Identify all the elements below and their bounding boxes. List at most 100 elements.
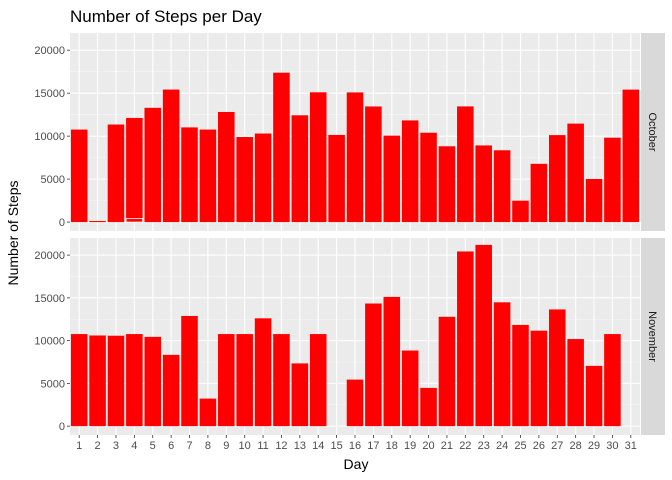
bar xyxy=(401,120,419,223)
x-tick-label: 18 xyxy=(386,440,398,452)
bar xyxy=(162,89,180,223)
bar xyxy=(585,178,603,223)
bar xyxy=(438,316,456,427)
x-tick-label: 7 xyxy=(186,440,192,452)
x-tick-label: 29 xyxy=(588,440,600,452)
x-tick-label: 24 xyxy=(496,440,508,452)
facet-strip xyxy=(641,238,665,435)
x-tick-label: 2 xyxy=(95,440,101,452)
bar xyxy=(420,132,437,223)
x-tick-label: 30 xyxy=(606,440,618,452)
bar xyxy=(126,117,143,223)
bar xyxy=(89,335,106,427)
x-tick-label: 10 xyxy=(239,440,251,452)
x-tick-label: 13 xyxy=(294,440,306,452)
bar xyxy=(585,365,603,427)
bar xyxy=(604,334,621,427)
bar xyxy=(346,379,364,427)
chart-title: Number of Steps per Day xyxy=(70,7,262,26)
x-tick-label: 12 xyxy=(275,440,287,452)
bar xyxy=(107,335,125,427)
bar xyxy=(475,244,492,427)
x-tick-label: 11 xyxy=(257,440,268,452)
bar xyxy=(70,129,88,223)
x-axis-title: Day xyxy=(344,456,369,472)
bar xyxy=(530,330,548,427)
bar xyxy=(401,350,419,427)
bar xyxy=(199,398,217,427)
bar xyxy=(273,72,290,223)
bar xyxy=(291,115,309,223)
bar xyxy=(218,334,235,427)
x-tick-label: 5 xyxy=(150,440,156,452)
x-tick-label: 22 xyxy=(459,440,471,452)
bar xyxy=(383,296,401,427)
x-tick-label: 31 xyxy=(625,440,637,452)
bar xyxy=(144,107,162,223)
bar xyxy=(162,354,180,427)
bar xyxy=(236,334,253,427)
x-tick-label: 27 xyxy=(551,440,563,452)
bar xyxy=(420,387,437,427)
y-tick-label: 10000 xyxy=(34,131,65,143)
bar xyxy=(475,145,492,223)
bar xyxy=(604,137,621,223)
bar xyxy=(548,309,566,427)
panel-october: 0 5000 10000 15000 20000 October xyxy=(34,33,665,231)
facet-strip xyxy=(641,33,665,231)
bar xyxy=(309,92,327,223)
x-tick-label: 23 xyxy=(478,440,490,452)
bar xyxy=(89,221,106,223)
y-tick-label: 15000 xyxy=(34,293,65,305)
y-tick-label: 0 xyxy=(59,421,65,433)
bar xyxy=(493,302,511,427)
x-tick-label: 4 xyxy=(131,440,137,452)
bar xyxy=(254,318,272,427)
bar xyxy=(273,334,290,427)
x-tick-label: 15 xyxy=(330,440,342,452)
x-tick-label: 19 xyxy=(404,440,416,452)
bar xyxy=(383,135,401,223)
bar xyxy=(309,334,327,427)
bar xyxy=(530,163,548,223)
x-tick-label: 8 xyxy=(205,440,211,452)
y-tick-label: 20000 xyxy=(34,250,65,262)
facet-strip-label: October xyxy=(646,112,658,151)
x-tick-label: 16 xyxy=(349,440,361,452)
x-axis: 1 2 3 4 5 6 7 8 9 10 11 12 13 14 15 16 17 18 19 20 21 22 23 24 2… xyxy=(76,435,637,452)
bar xyxy=(548,135,566,223)
x-tick-label: 3 xyxy=(113,440,119,452)
bar xyxy=(512,200,529,223)
y-tick-label: 0 xyxy=(59,217,65,229)
y-tick-label: 20000 xyxy=(34,45,65,57)
bars-october xyxy=(70,72,640,223)
bar xyxy=(144,336,162,427)
x-tick-label: 21 xyxy=(441,440,453,452)
bars-november xyxy=(70,244,621,427)
bar xyxy=(328,134,345,223)
bar xyxy=(70,334,88,427)
bar xyxy=(493,150,511,223)
bar xyxy=(457,251,474,427)
x-tick-label: 1 xyxy=(76,440,82,452)
bar xyxy=(107,124,125,223)
bar xyxy=(346,92,364,223)
bar xyxy=(567,123,584,223)
x-tick-label: 20 xyxy=(422,440,434,452)
x-tick-label: 26 xyxy=(533,440,545,452)
y-axis-title: Number of Steps xyxy=(5,180,21,285)
y-tick-label: 5000 xyxy=(41,174,65,186)
bar xyxy=(512,324,529,427)
bar xyxy=(622,89,640,223)
bar xyxy=(236,136,253,223)
bar-overlay xyxy=(125,218,144,223)
bar xyxy=(126,334,143,427)
bar xyxy=(567,339,584,427)
y-tick-label: 10000 xyxy=(34,336,65,348)
x-tick-label: 17 xyxy=(367,440,379,452)
bar xyxy=(457,106,474,223)
x-tick-label: 9 xyxy=(223,440,229,452)
bar xyxy=(218,111,235,223)
bar xyxy=(438,146,456,223)
panel-november: 0 5000 10000 15000 20000 November xyxy=(34,238,665,435)
